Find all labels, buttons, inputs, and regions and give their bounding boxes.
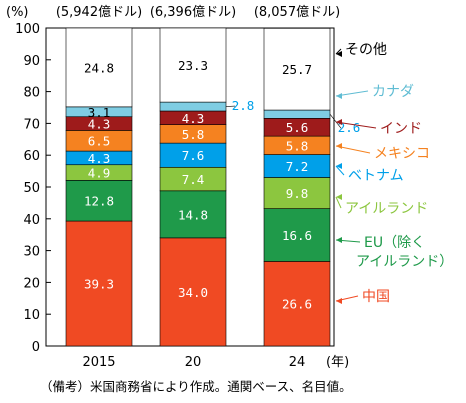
x-tick-label: 20: [185, 355, 202, 370]
y-tick-label: 90: [23, 54, 40, 69]
legend-arrow-head: [336, 51, 342, 57]
legend-label: アイルランド: [345, 201, 428, 217]
bar-totals: (5,942億ドル) (6,396億ドル) (8,057億ドル): [56, 4, 340, 20]
data-label: 3.1: [88, 105, 111, 120]
data-label-leader: [329, 113, 342, 129]
y-tick-label: 20: [23, 276, 40, 291]
bar-segment: [263, 109, 331, 119]
data-label: 26.6: [282, 297, 312, 312]
y-tick-label: 0: [32, 340, 40, 355]
legend-label: カナダ: [372, 84, 414, 100]
data-label: 25.7: [282, 62, 312, 77]
bar-segment: [159, 190, 227, 239]
x-axis-labels: 2015 20 24: [82, 355, 305, 370]
bar-segment: [159, 27, 227, 103]
data-label: 5.8: [182, 127, 205, 142]
data-label: 7.2: [286, 159, 309, 174]
y-tick-label: 40: [23, 213, 40, 228]
bar-segment: [65, 27, 133, 108]
y-axis-ticks: 0 10 20 30 40 50 60 70 80 90 100: [15, 22, 51, 355]
bar-segment: [263, 177, 331, 209]
x-tick-label: 24: [289, 355, 306, 370]
bar-segment: [263, 261, 331, 347]
data-label: 7.4: [182, 172, 205, 187]
y-tick-label: 70: [23, 117, 40, 132]
data-label: 4.3: [88, 117, 111, 132]
bar-segment: [65, 180, 133, 222]
data-label: 9.8: [286, 186, 309, 201]
data-label: 12.8: [84, 194, 114, 209]
legend-arrow: [335, 48, 342, 55]
bar-segment: [159, 101, 227, 112]
legend-arrow: [335, 121, 377, 129]
data-label: 34.0: [178, 285, 208, 300]
y-tick-label: 80: [23, 86, 40, 101]
source-note: （備考）米国商務省により作成。通関ベース、名目値。: [40, 379, 352, 394]
bar-segment: [159, 142, 227, 168]
y-tick-label: 30: [23, 245, 40, 260]
data-label: 39.3: [84, 277, 114, 292]
legend-arrow-head: [336, 163, 342, 169]
x-tick-label: 2015: [82, 355, 115, 370]
data-label: 5.6: [286, 120, 309, 135]
legend-arrow-head: [336, 237, 342, 243]
legend-label: 中国: [362, 289, 390, 305]
legend-arrow-head: [336, 298, 342, 304]
legend-arrow: [335, 165, 345, 176]
y-tick-label: 60: [23, 149, 40, 164]
legend-label-line: EU（除く: [364, 235, 425, 251]
legend-label: その他: [345, 42, 387, 58]
data-label: 24.8: [84, 60, 114, 75]
legend-arrow-head: [336, 93, 342, 99]
data-label: 2.6: [338, 120, 361, 135]
y-tick-label: 100: [15, 22, 40, 37]
bar-total-label: (6,396億ドル): [150, 4, 236, 20]
data-label: 23.3: [178, 58, 208, 73]
bar-total-label: (8,057億ドル): [254, 4, 340, 20]
legend-label: EU（除くアイルランド）: [356, 235, 453, 270]
legend-arrow: [335, 196, 342, 209]
legend-label: インド: [380, 121, 422, 137]
data-label: 4.3: [88, 151, 111, 166]
data-label: 2.8: [232, 98, 255, 113]
bar-total-label: (5,942億ドル): [56, 4, 142, 20]
data-label: 4.9: [88, 166, 111, 181]
data-label: 4.3: [182, 111, 205, 126]
legend-label: メキシコ: [374, 146, 430, 162]
y-tick-label: 10: [23, 308, 40, 323]
data-label: 5.8: [286, 138, 309, 153]
legend-label: ベトナム: [348, 168, 404, 184]
bar-segment: [263, 208, 331, 262]
legend-arrow-head: [336, 143, 342, 149]
data-label: 6.5: [88, 134, 111, 149]
bar-segment: [263, 28, 331, 111]
bar-segment: [159, 237, 227, 347]
legend-arrow-head: [336, 194, 342, 200]
y-tick-label: 50: [23, 181, 40, 196]
data-label: 7.6: [182, 148, 205, 163]
legend-arrow-head: [336, 119, 342, 125]
data-label: 14.8: [178, 207, 208, 222]
legend-label-line: アイルランド）: [356, 254, 453, 270]
bars: 39.312.84.94.36.54.33.124.834.014.87.47.…: [65, 27, 361, 347]
x-axis-unit: (年): [326, 355, 349, 370]
bar-segment: [65, 220, 133, 347]
y-axis-unit: (%): [6, 5, 29, 20]
data-label: 16.6: [282, 228, 312, 243]
